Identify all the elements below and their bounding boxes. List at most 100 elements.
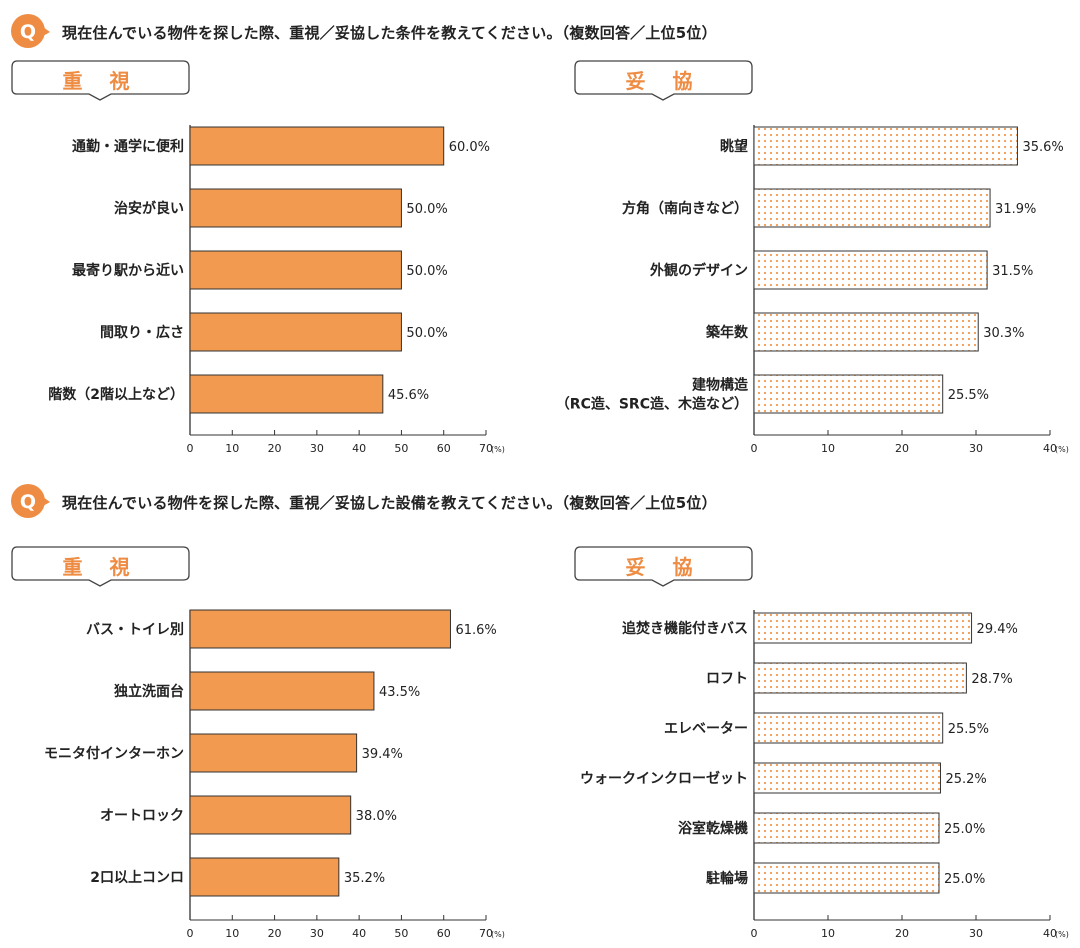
bar — [753, 662, 967, 694]
category-label: ウォークインクローゼット — [580, 770, 748, 787]
category-label: 独立洗面台 — [114, 683, 184, 700]
category-label: 階数（2階以上など） — [48, 386, 184, 403]
bar-value-label: 29.4% — [977, 622, 1018, 637]
bar-value-label: 25.2% — [945, 772, 986, 787]
bar — [189, 250, 402, 290]
bar-value-label: 25.0% — [944, 822, 985, 837]
category-label: 外観のデザイン — [650, 262, 748, 279]
bar — [753, 188, 991, 228]
x-tick-label: 30 — [310, 927, 324, 940]
q-badge-icon: Q — [11, 14, 50, 48]
category-label: 駐輪場 — [706, 870, 748, 887]
x-tick-label: 70 — [479, 927, 493, 940]
bar — [189, 795, 352, 835]
x-axis-unit: (%) — [1055, 445, 1069, 454]
category-label: 2口以上コンロ — [90, 870, 184, 886]
bar — [753, 126, 1018, 166]
x-tick-label: 40 — [1043, 442, 1057, 455]
bar — [189, 857, 340, 897]
category-label: 通勤・通学に便利 — [72, 138, 184, 155]
bar-value-label: 38.0% — [356, 809, 397, 824]
bar-value-label: 25.0% — [944, 872, 985, 887]
bar-value-label: 25.5% — [948, 722, 989, 737]
category-label: 築年数 — [705, 324, 749, 341]
bar — [189, 609, 451, 649]
x-tick-label: 10 — [821, 927, 835, 940]
category-label: モニタ付インターホン — [44, 745, 184, 762]
bar — [189, 374, 384, 414]
x-axis-unit: (%) — [1055, 930, 1069, 939]
bar — [189, 733, 358, 773]
bar — [753, 312, 979, 352]
x-tick-label: 40 — [352, 442, 366, 455]
category-label: バス・トイレ別 — [86, 622, 184, 638]
bar-value-label: 28.7% — [971, 672, 1012, 687]
x-tick-label: 30 — [969, 442, 983, 455]
bar-value-label: 31.5% — [992, 264, 1033, 279]
category-label: 追焚き機能付きバス — [622, 620, 748, 637]
bar — [189, 671, 375, 711]
category-label: 建物構造 — [692, 377, 748, 394]
bar-value-label: 31.9% — [995, 202, 1036, 217]
svg-text:Q: Q — [20, 491, 36, 513]
category-label: ロフト — [706, 671, 748, 687]
x-tick-label: 20 — [268, 927, 282, 940]
bar-value-label: 30.3% — [983, 326, 1024, 341]
bar — [189, 312, 402, 352]
x-tick-label: 50 — [394, 442, 408, 455]
bar-value-label: 39.4% — [362, 747, 403, 762]
bar-value-label: 50.0% — [406, 202, 447, 217]
category-label: 最寄り駅から近い — [72, 262, 184, 279]
category-label: 眺望 — [720, 138, 748, 155]
x-tick-label: 30 — [969, 927, 983, 940]
x-axis-unit: (%) — [491, 445, 505, 454]
x-tick-label: 20 — [895, 442, 909, 455]
svg-text:Q: Q — [20, 21, 36, 43]
bar — [189, 188, 402, 228]
category-label: エレベーター — [664, 721, 748, 737]
x-tick-label: 10 — [225, 442, 239, 455]
tag-priority-1: 重 視 — [11, 60, 191, 102]
x-tick-label: 0 — [187, 442, 194, 455]
question-title-2: 現在住んでいる物件を探した際、重視／妥協した設備を教えてください。（複数回答／上… — [62, 494, 717, 512]
category-label: 間取り・広さ — [100, 324, 184, 341]
bar-value-label: 25.5% — [948, 388, 989, 403]
bar-value-label: 50.0% — [406, 264, 447, 279]
bar-value-label: 60.0% — [449, 140, 490, 155]
bar — [753, 762, 941, 794]
x-tick-label: 10 — [821, 442, 835, 455]
q-badge-icon: Q — [11, 484, 50, 518]
category-label: 治安が良い — [114, 200, 184, 217]
bar-value-label: 43.5% — [379, 685, 420, 700]
category-label: オートロック — [100, 808, 184, 824]
category-label: （RC造、SRC造、木造など） — [556, 396, 748, 413]
x-tick-label: 20 — [268, 442, 282, 455]
x-tick-label: 0 — [751, 927, 758, 940]
tag-compromise-2: 妥 協 — [574, 546, 754, 588]
x-axis-unit: (%) — [491, 930, 505, 939]
x-tick-label: 60 — [437, 442, 451, 455]
tag-compromise-1: 妥 協 — [574, 60, 754, 102]
x-tick-label: 10 — [225, 927, 239, 940]
x-tick-label: 40 — [1043, 927, 1057, 940]
question-title-1: 現在住んでいる物件を探した際、重視／妥協した条件を教えてください。（複数回答／上… — [62, 24, 717, 42]
x-tick-label: 50 — [394, 927, 408, 940]
bar — [753, 712, 944, 744]
bar — [753, 812, 940, 844]
bar — [753, 374, 944, 414]
bar-value-label: 61.6% — [455, 623, 496, 638]
bar-value-label: 50.0% — [406, 326, 447, 341]
x-tick-label: 20 — [895, 927, 909, 940]
x-tick-label: 60 — [437, 927, 451, 940]
x-tick-label: 40 — [352, 927, 366, 940]
bar — [189, 126, 445, 166]
bar — [753, 612, 973, 644]
x-tick-label: 30 — [310, 442, 324, 455]
bar — [753, 862, 940, 894]
x-tick-label: 0 — [751, 442, 758, 455]
bar-value-label: 35.6% — [1022, 140, 1063, 155]
tag-priority-2: 重 視 — [11, 546, 191, 588]
bar-value-label: 45.6% — [388, 388, 429, 403]
